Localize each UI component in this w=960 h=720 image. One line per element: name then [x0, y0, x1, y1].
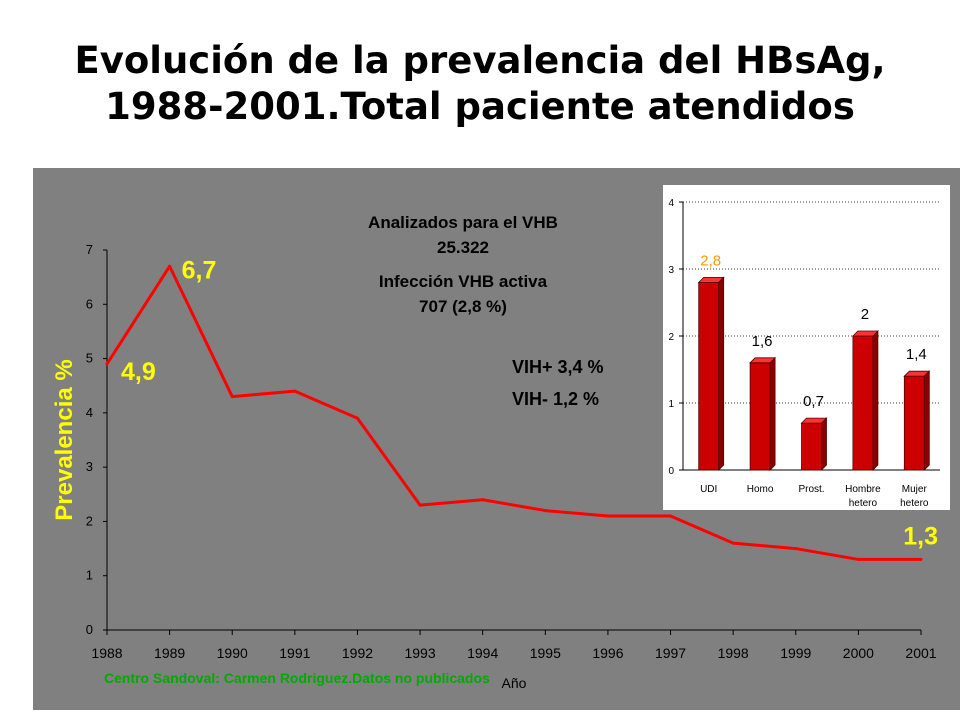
data-point — [230, 395, 234, 399]
y-tick-label: 7 — [86, 242, 93, 257]
data-point — [919, 557, 923, 561]
inset-bar — [698, 281, 720, 471]
vih-positive-text: VIH+ 3,4 % — [512, 357, 604, 377]
inset-y-tick-label: 0 — [668, 466, 674, 477]
title-line-1: Evolución de la prevalencia del HBsAg, — [74, 39, 886, 82]
prevalence-line — [105, 264, 921, 561]
inset-y-tick-label: 4 — [668, 198, 674, 209]
x-tick-label: 1990 — [217, 645, 248, 661]
data-point — [856, 557, 860, 561]
page-title: Evolución de la prevalencia del HBsAg, 1… — [0, 38, 960, 130]
x-tick-label: 1995 — [530, 645, 561, 661]
inset-bar — [749, 362, 771, 471]
inset-y-tick-label: 1 — [668, 399, 674, 410]
inset-bar — [903, 375, 925, 471]
annotation-text: 25.322 — [437, 238, 489, 257]
inset-bar-side — [821, 417, 827, 471]
inset-bar-side — [769, 356, 776, 471]
y-tick-label: 6 — [86, 296, 93, 311]
x-tick-label: 1999 — [780, 645, 811, 661]
annotation-text: 707 (2,8 %) — [419, 297, 507, 316]
x-tick-label: 1998 — [718, 645, 749, 661]
data-point — [355, 416, 359, 420]
x-tick-label: 1988 — [91, 645, 122, 661]
inset-bar — [801, 422, 822, 471]
x-tick-label: 2001 — [905, 645, 936, 661]
inset-value-label: 0,7 — [803, 393, 824, 410]
data-point — [418, 503, 422, 507]
y-tick-label: 0 — [86, 622, 93, 637]
inset-category-label: Mujer — [902, 484, 928, 495]
x-tick-label: 1997 — [655, 645, 686, 661]
source-note: Centro Sandoval: Carmen Rodriguez.Datos … — [104, 670, 490, 686]
inset-value-label: 2 — [861, 306, 869, 323]
inset-category-label: Prost. — [798, 484, 824, 495]
x-tick-label: 1992 — [342, 645, 373, 661]
data-point — [731, 541, 735, 545]
x-tick-label: 1996 — [592, 645, 623, 661]
data-point — [669, 514, 673, 518]
x-tick-label: 1994 — [467, 645, 498, 661]
inset-category-label: hetero — [900, 498, 929, 509]
y-tick-label: 4 — [86, 405, 93, 420]
inset-y-tick-label: 3 — [668, 265, 674, 276]
annotation-text: Infección VHB activa — [379, 272, 548, 291]
data-point — [543, 509, 547, 513]
inset-y-tick-label: 2 — [668, 332, 674, 343]
inset-category-label: hetero — [849, 498, 878, 509]
inset-value-label: 2,8 — [700, 252, 721, 269]
y-axis-title: Prevalencia % — [51, 359, 78, 520]
inset-category-label: UDI — [700, 484, 717, 495]
data-label: 4,9 — [121, 358, 156, 386]
annotation-text: Analizados para el VHB — [368, 213, 558, 232]
y-tick-label: 1 — [86, 568, 93, 583]
inset-value-label: 1,4 — [906, 346, 927, 363]
inset-bar-side — [923, 370, 930, 471]
title-line-2: 1988-2001.Total paciente atendidos — [105, 85, 855, 128]
y-tick-label: 5 — [86, 351, 93, 366]
inset-category-label: Homo — [747, 484, 774, 495]
inset-category-label: Hombre — [845, 484, 881, 495]
x-tick-label: 1991 — [279, 645, 310, 661]
inset-value-label: 1,6 — [752, 333, 773, 350]
data-label: 6,7 — [182, 256, 217, 284]
y-tick-label: 2 — [86, 513, 93, 528]
data-point — [606, 514, 610, 518]
x-tick-label: 1993 — [404, 645, 435, 661]
inset-bar-side — [718, 276, 725, 471]
data-point — [105, 362, 109, 366]
vih-negative-text: VIH- 1,2 % — [512, 389, 599, 409]
x-tick-label: 2000 — [843, 645, 874, 661]
data-point — [168, 264, 172, 268]
y-tick-label: 3 — [86, 459, 93, 474]
inset-bar — [852, 335, 874, 471]
inset-bar-side — [872, 330, 879, 471]
data-point — [481, 498, 485, 502]
x-axis-title: Año — [502, 675, 527, 691]
data-point — [794, 547, 798, 551]
data-point — [293, 389, 297, 393]
data-label: 1,3 — [903, 522, 938, 550]
x-tick-label: 1989 — [154, 645, 185, 661]
